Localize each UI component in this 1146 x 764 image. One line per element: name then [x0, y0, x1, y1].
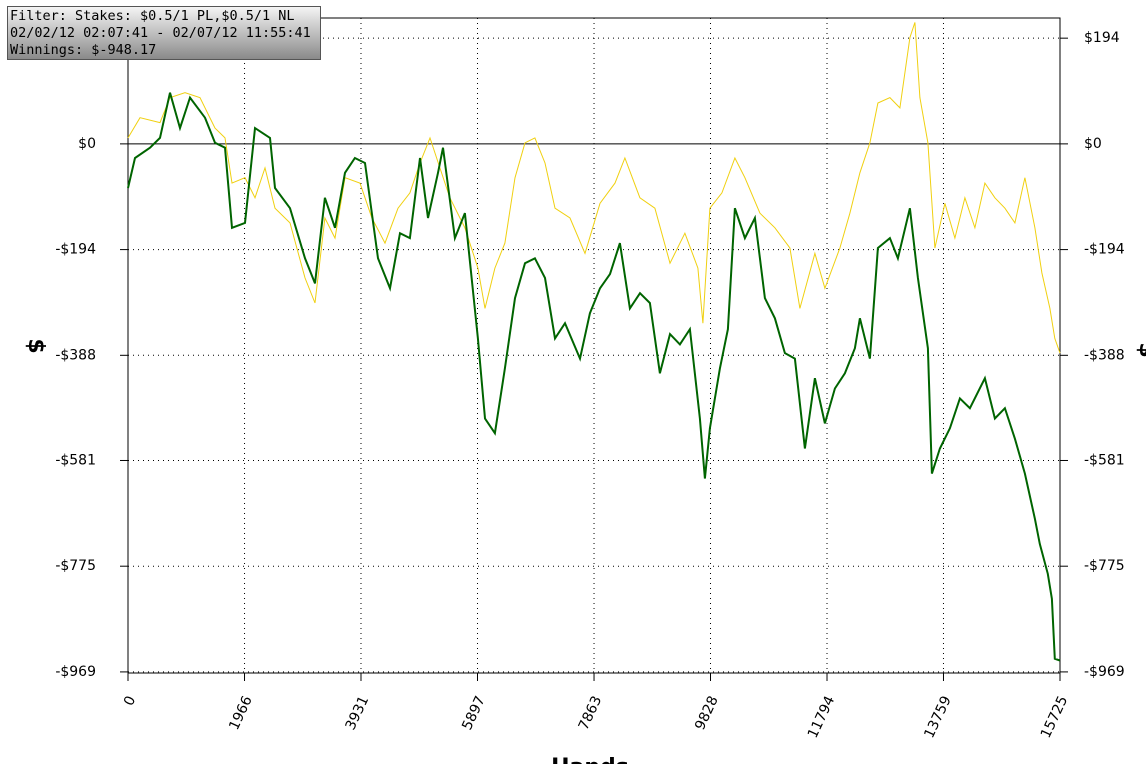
- x-tick-label: 1966: [226, 694, 256, 733]
- y2-tick-label: -$969: [1084, 664, 1125, 680]
- x-tick-label: 13759: [921, 694, 954, 741]
- y-tick-label: -$194: [55, 242, 96, 258]
- x-tick-label: 11794: [805, 694, 838, 741]
- y-tick-label: -$388: [55, 347, 96, 363]
- info-box: Filter: Stakes: $0.5/1 PL,$0.5/1 NL 02/0…: [7, 6, 321, 60]
- series-line: [127, 92, 1061, 662]
- y-tick-label: -$581: [55, 452, 96, 468]
- series-line: [127, 22, 1061, 354]
- info-line: 02/02/12 02:07:41 - 02/07/12 11:55:41: [10, 25, 311, 41]
- x-axis-label: Hands: [551, 755, 629, 764]
- y2-tick-label: $194: [1084, 30, 1120, 46]
- info-line: Winnings: $-948.17: [10, 42, 157, 58]
- y-tick-label: -$775: [55, 558, 96, 574]
- y2-tick-label: -$388: [1084, 347, 1125, 363]
- info-line: Filter: Stakes: $0.5/1 PL,$0.5/1 NL: [10, 8, 295, 24]
- y2-tick-label: $0: [1084, 136, 1102, 152]
- plot-frame: [127, 17, 1061, 674]
- x-tick-label: 7863: [576, 694, 606, 733]
- y-tick-label: -$969: [55, 664, 96, 680]
- y2-axis-label: $: [1134, 342, 1146, 357]
- x-tick-label: 3931: [343, 694, 373, 733]
- x-tick-label: 15725: [1038, 694, 1071, 741]
- y2-tick-label: -$581: [1084, 452, 1125, 468]
- x-tick-label: 0: [121, 694, 139, 709]
- y2-tick-label: -$775: [1084, 558, 1125, 574]
- y-tick-label: $0: [78, 136, 96, 152]
- y2-tick-label: -$194: [1084, 242, 1125, 258]
- x-tick-label: 5897: [459, 694, 489, 733]
- x-tick-label: 9828: [692, 694, 722, 733]
- y-axis-label: $: [23, 338, 48, 353]
